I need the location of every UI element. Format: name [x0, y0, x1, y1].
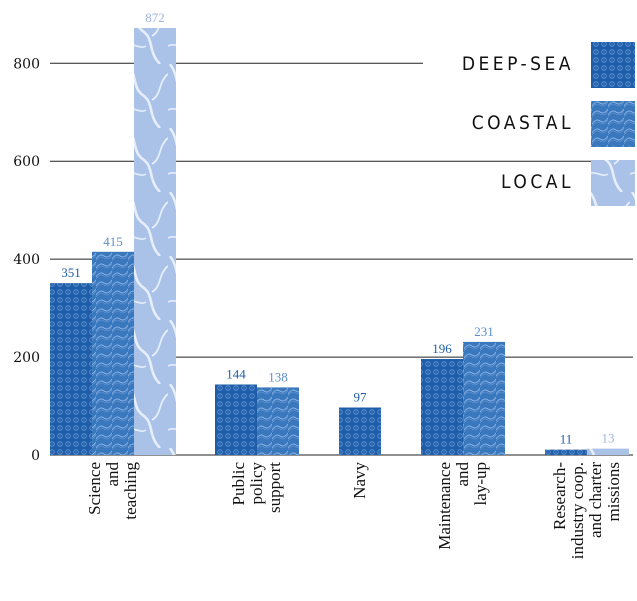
bar-deep-sea-4	[545, 449, 587, 455]
category-label-line: lay-up	[471, 462, 490, 505]
y-tick-label: 800	[13, 56, 40, 72]
y-tick-label: 600	[13, 154, 40, 170]
legend-label: COASTAL	[472, 112, 574, 134]
category-label-line: support	[265, 462, 284, 513]
bar-coastal-0	[92, 251, 134, 455]
legend-label: DEEP-SEA	[462, 53, 574, 75]
category-label-line: Research-	[550, 462, 569, 530]
y-tick-label: 200	[13, 350, 40, 366]
legend-swatch	[591, 160, 635, 206]
value-label: 144	[226, 366, 246, 381]
value-label: 11	[560, 432, 573, 447]
value-label: 872	[145, 10, 165, 25]
bar-deep-sea-0	[50, 283, 92, 455]
value-label: 97	[354, 390, 368, 405]
legend-item-deep-sea: DEEP-SEA	[462, 42, 635, 88]
bar-coastal-3	[463, 341, 505, 455]
category-label-line: Science	[85, 462, 104, 515]
category-label-line: and charter	[586, 462, 605, 538]
category-label-line: teaching	[121, 462, 140, 520]
bar-deep-sea-1	[215, 384, 257, 455]
bar-coastal-1	[257, 387, 299, 455]
legend-label: LOCAL	[501, 171, 574, 193]
category-label-line: missions	[604, 462, 623, 522]
category-label-line: policy	[247, 462, 266, 505]
category-label-line: Public	[229, 462, 248, 506]
value-label: 351	[61, 265, 81, 280]
category-label-line: and	[103, 462, 122, 487]
category-label-4: Research-industry coop. and charter missio…	[550, 462, 623, 560]
legend-swatch	[591, 42, 635, 88]
y-tick-label: 400	[13, 252, 40, 268]
y-tick-label: 0	[31, 448, 40, 464]
value-label: 138	[268, 369, 288, 384]
category-label-line: and	[453, 462, 472, 487]
category-label-1: Public policy support	[229, 462, 284, 513]
value-label: 415	[103, 234, 123, 249]
category-label-3: Maintenance and lay-up	[435, 462, 490, 550]
category-label-line: industry coop.	[568, 462, 587, 559]
value-label: 13	[602, 431, 615, 446]
value-label: 231	[474, 324, 494, 339]
category-label-line: Maintenance	[435, 462, 454, 550]
legend-item-local: LOCAL	[501, 160, 635, 206]
bar-local-0	[134, 28, 176, 455]
value-label: 196	[432, 341, 452, 356]
bar-local-4	[587, 448, 629, 455]
category-label-line: Navy	[350, 462, 369, 499]
bar-deep-sea-3	[421, 359, 463, 455]
category-label-0: Science and teaching	[85, 462, 140, 520]
legend-swatch	[591, 101, 635, 147]
legend-item-coastal: COASTAL	[472, 101, 635, 147]
bar-deep-sea-2	[339, 407, 381, 455]
category-label-2: Navy	[350, 462, 369, 499]
